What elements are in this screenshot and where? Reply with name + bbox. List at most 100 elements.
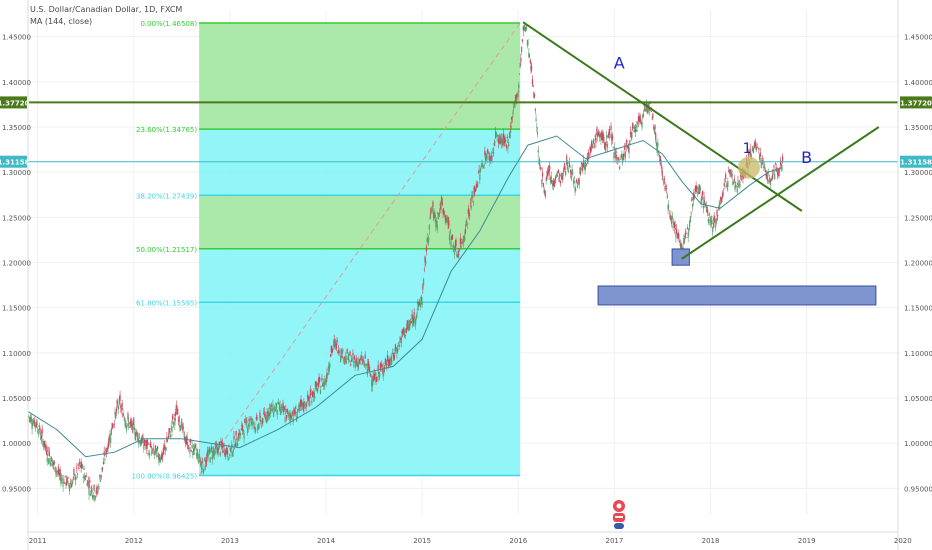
candle-body — [665, 187, 668, 190]
candle-body — [348, 353, 350, 360]
candle-body — [776, 172, 779, 176]
candle-body — [588, 151, 590, 155]
candle-body — [542, 183, 544, 187]
candle-body — [203, 458, 206, 461]
candle-body — [421, 302, 423, 305]
candle-body — [751, 156, 753, 157]
candle-body — [642, 115, 644, 119]
candle-body — [692, 195, 694, 201]
candle-body — [309, 400, 311, 407]
candle-body — [148, 443, 150, 445]
candle-body — [512, 111, 514, 115]
candle-body — [337, 352, 339, 353]
circle-marker[interactable] — [737, 156, 760, 179]
candle-body — [212, 449, 214, 456]
x-tick-label: 2014 — [317, 537, 335, 545]
candle-body — [262, 413, 265, 414]
candle-body — [112, 424, 115, 426]
candle-body — [621, 153, 623, 158]
candle-body — [773, 165, 775, 168]
candle-body — [375, 377, 377, 383]
candle-body — [293, 408, 295, 415]
candle-body — [399, 341, 401, 343]
y-tick-label-right: 1.05000 — [904, 395, 932, 403]
candle-body — [373, 377, 375, 382]
candle-body — [143, 439, 146, 446]
candle-body — [422, 285, 424, 290]
candle-body — [125, 425, 128, 431]
candle-body — [196, 452, 198, 457]
candle-body — [273, 407, 275, 411]
candle-body — [201, 460, 203, 464]
candle-body — [289, 415, 291, 421]
candle-body — [66, 478, 68, 484]
candle-body — [181, 422, 183, 425]
candle-body — [699, 187, 702, 190]
candle-body — [689, 220, 691, 227]
candle-body — [379, 363, 381, 370]
candle-body — [50, 457, 53, 462]
candle-body — [87, 481, 89, 485]
candle-body — [749, 148, 751, 155]
candle-body — [288, 414, 291, 417]
candle-body — [559, 181, 562, 184]
candle-body — [55, 471, 57, 475]
candle-body — [503, 133, 505, 140]
target-zone[interactable] — [597, 285, 877, 306]
candle-body — [507, 146, 509, 149]
candle-body — [228, 446, 230, 447]
candle-body — [34, 422, 36, 425]
candle-body — [182, 425, 184, 431]
candle-body — [386, 355, 389, 362]
candle-body — [94, 495, 97, 499]
candle-body — [528, 55, 531, 56]
candle-body — [316, 389, 319, 392]
candle-body — [219, 451, 221, 456]
candle-body — [705, 205, 707, 208]
candle-body — [683, 237, 685, 244]
candle-body — [637, 121, 639, 124]
candle-body — [220, 440, 222, 443]
fib-band — [199, 195, 521, 249]
candle-body — [532, 85, 534, 87]
candle-body — [583, 160, 585, 165]
candle-body — [733, 181, 735, 183]
candle-body — [776, 170, 778, 172]
candle-body — [425, 261, 427, 265]
y-tick-label-right: 1.40000 — [904, 79, 932, 87]
candle-body — [253, 427, 255, 430]
candle-body — [267, 410, 270, 417]
trendline-b[interactable] — [681, 126, 880, 260]
candle-body — [540, 167, 542, 170]
y-tick-label-right: 1.25000 — [904, 214, 932, 222]
x-tick-label: 2011 — [29, 537, 47, 545]
swing-low-box[interactable] — [671, 248, 690, 266]
candle-body — [401, 330, 403, 334]
candle-body — [76, 467, 78, 469]
candle-body — [195, 444, 197, 448]
candle-body — [32, 424, 34, 426]
candle-body — [620, 154, 622, 158]
candle-body — [190, 438, 192, 443]
candle-body — [136, 433, 138, 435]
candle-body — [168, 428, 170, 434]
candle-body — [535, 118, 537, 121]
trendline-a[interactable] — [522, 21, 803, 212]
candle-body — [70, 484, 72, 489]
candle-body — [169, 434, 172, 438]
candle-body — [360, 355, 363, 358]
fibonacci-retracement: 0.00%(1.46508) 23.60%(1.34765) 38.20%(1.27… — [132, 20, 521, 480]
candle-body — [515, 95, 517, 100]
candle-body — [377, 365, 379, 371]
candle-body — [448, 234, 451, 241]
candle-body — [142, 437, 144, 443]
candle-body — [199, 460, 201, 462]
candle-body — [80, 462, 82, 468]
candle-body — [67, 477, 69, 479]
candle-body — [33, 419, 35, 426]
candle-body — [180, 428, 182, 431]
candle-body — [38, 424, 40, 428]
candle-body — [385, 359, 387, 366]
candle-body — [617, 158, 619, 160]
